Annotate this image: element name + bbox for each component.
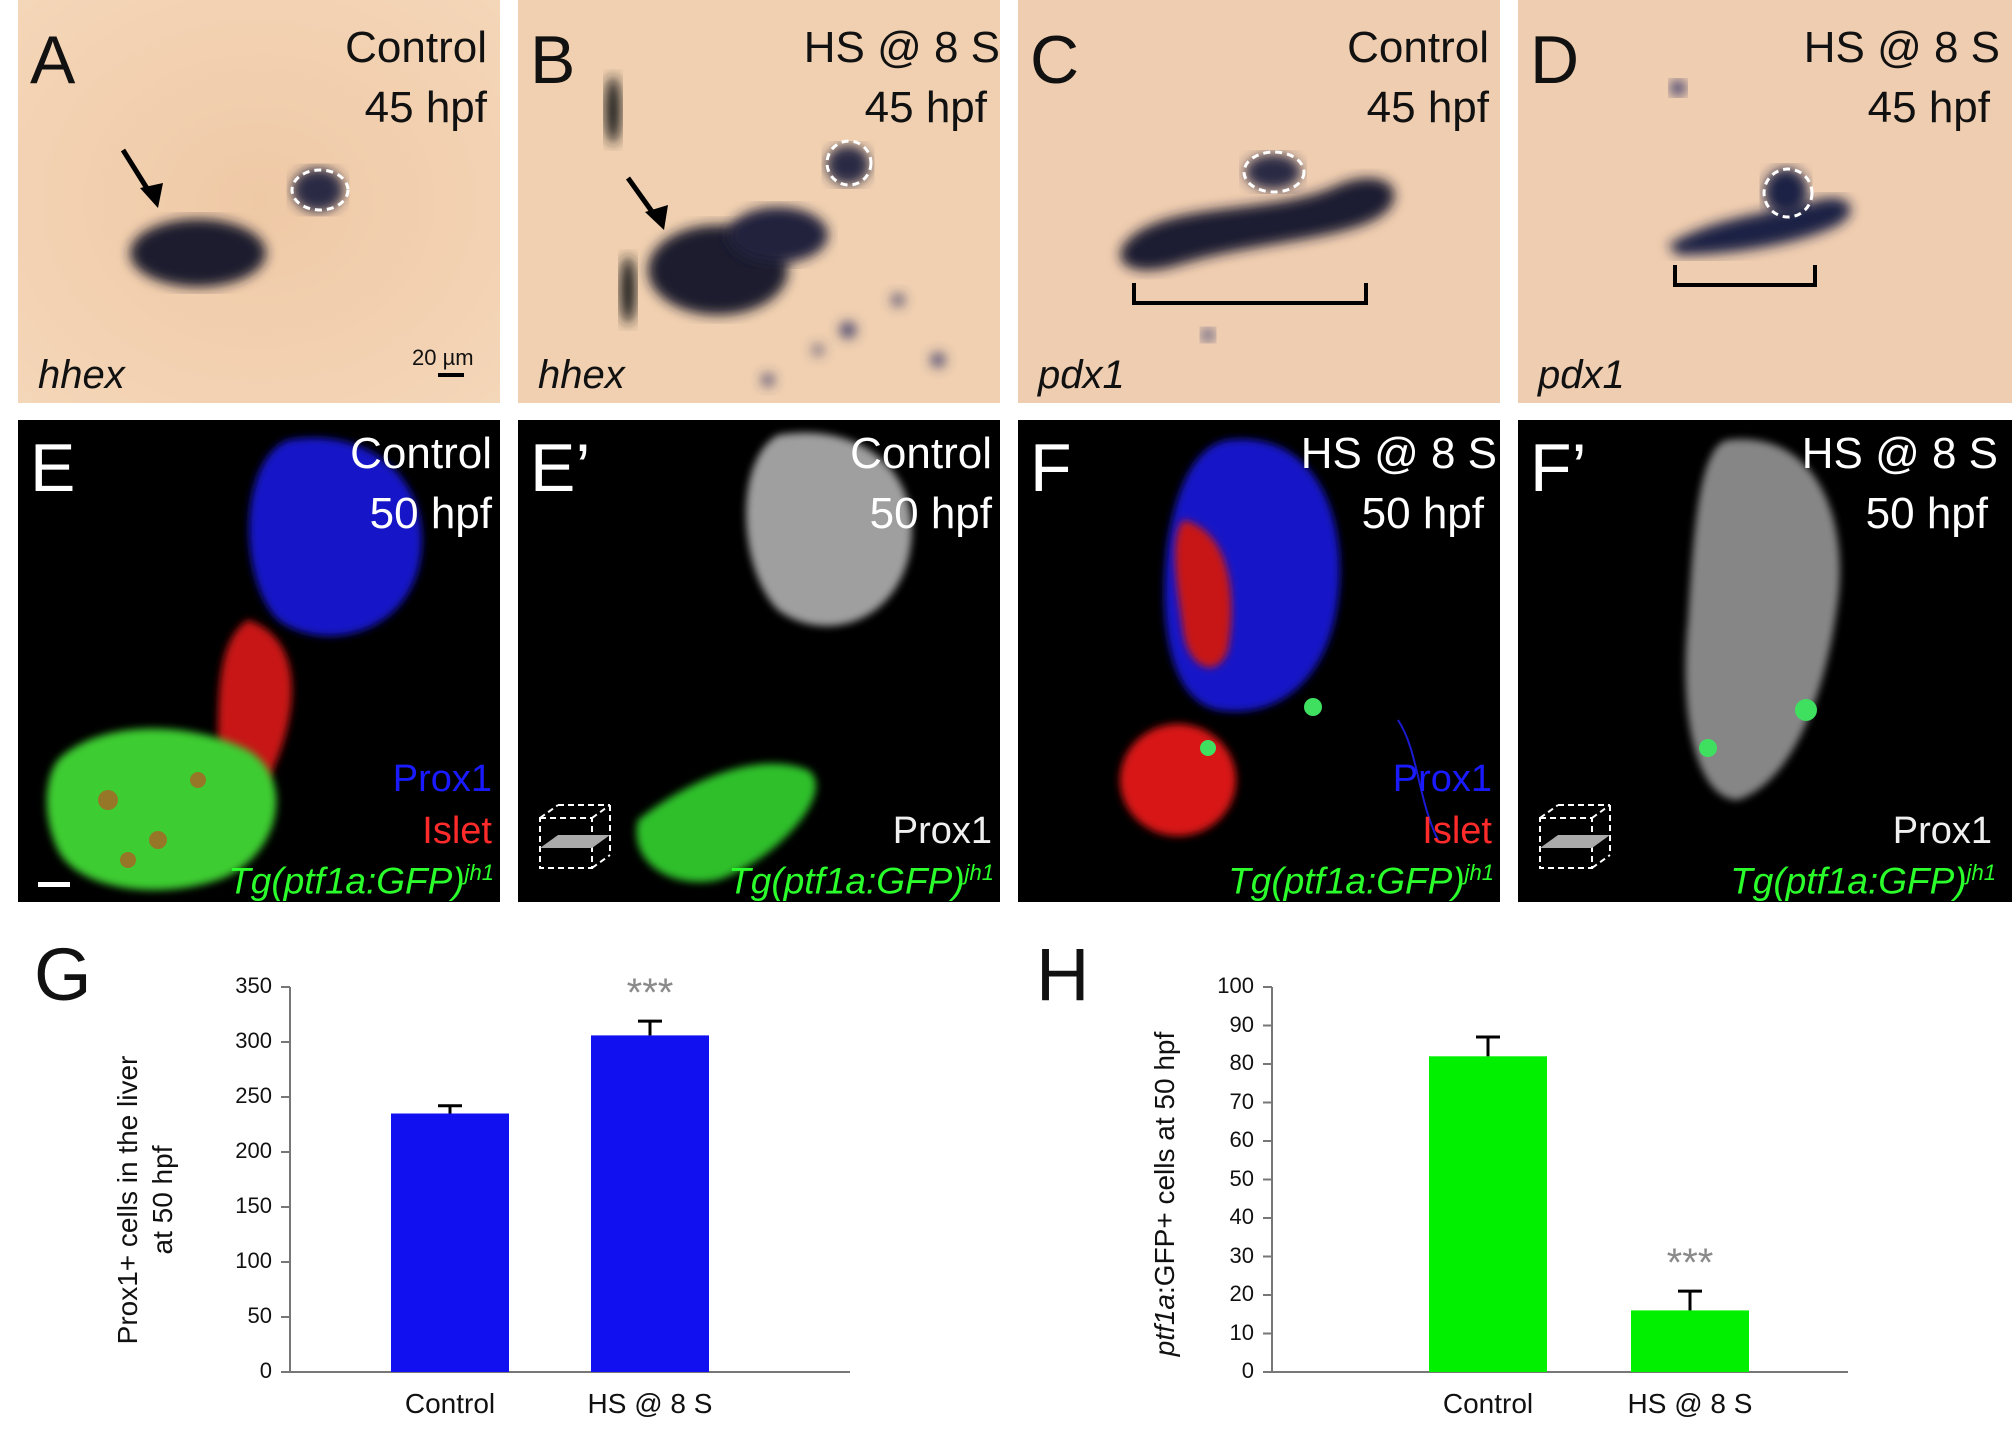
y-tick-label: 100 bbox=[1217, 973, 1254, 998]
condition-label: Control bbox=[345, 23, 487, 72]
panel-e-prime-image bbox=[518, 420, 1000, 902]
islet-cluster bbox=[1120, 724, 1236, 836]
significance-marker: *** bbox=[1666, 1241, 1714, 1286]
panel-b-image bbox=[518, 0, 1000, 403]
stain-label: Prox1 bbox=[892, 810, 992, 852]
y-tick-label: 200 bbox=[235, 1138, 272, 1163]
panel-letter: G bbox=[34, 933, 92, 1016]
x-tick-label: HS @ 8 S bbox=[1627, 1388, 1753, 1419]
panel-c-image bbox=[1018, 0, 1500, 403]
panel-d-image bbox=[1518, 0, 2012, 403]
stage-label: 50 hpf bbox=[869, 489, 992, 538]
significance-marker: *** bbox=[626, 971, 674, 1016]
stage-label: 45 hpf bbox=[864, 83, 987, 132]
gene-label: pdx1 bbox=[1538, 353, 1625, 397]
hhex-liver-signal bbox=[130, 219, 266, 287]
bar bbox=[591, 1035, 709, 1372]
transgene-label: Tg(ptf1a:GFP)jh1 bbox=[228, 860, 494, 902]
panel-letter: C bbox=[1030, 22, 1080, 98]
bar bbox=[1631, 1310, 1749, 1372]
x-tick-label: Control bbox=[1442, 1388, 1534, 1419]
stage-label: 45 hpf bbox=[1366, 83, 1489, 132]
y-tick-label: 50 bbox=[1229, 1165, 1254, 1191]
panel-e-image bbox=[18, 420, 500, 902]
y-tick-label: 90 bbox=[1229, 1011, 1254, 1037]
y-tick-label: 250 bbox=[235, 1083, 272, 1108]
chart-g-ylabel: Prox1+ cells in the liver at 50 hpf bbox=[112, 1055, 178, 1345]
y-tick-label: 350 bbox=[235, 973, 272, 998]
orientation-box-icon bbox=[539, 804, 611, 869]
condition-label: HS @ 8 S bbox=[1803, 23, 2000, 72]
scale-bar-label: 20 µm bbox=[412, 345, 474, 370]
x-tick-label: Control bbox=[404, 1388, 496, 1419]
stage-label: 50 hpf bbox=[369, 489, 492, 538]
y-tick-label: 100 bbox=[235, 1248, 272, 1273]
panel-letter: B bbox=[530, 22, 576, 98]
bar bbox=[1429, 1056, 1547, 1372]
y-tick-label: 20 bbox=[1229, 1281, 1254, 1306]
panel-letter: H bbox=[1036, 933, 1090, 1016]
y-tick-label: 40 bbox=[1229, 1204, 1254, 1229]
panel-letter: E’ bbox=[530, 430, 591, 506]
prox1-liver bbox=[249, 437, 422, 636]
scale-bar bbox=[38, 882, 70, 887]
condition-label: HS @ 8 S bbox=[1300, 429, 1497, 478]
chart-h-ylabel: ptf1a:GFP+ cells at 50 hpf bbox=[1149, 1031, 1180, 1357]
dashed-outline bbox=[290, 168, 350, 212]
condition-label: Control bbox=[350, 429, 492, 478]
gene-label: hhex bbox=[538, 353, 625, 397]
panel-f-image bbox=[1018, 420, 1500, 902]
panel-a-image bbox=[18, 0, 500, 403]
panel-letter: E bbox=[30, 430, 76, 506]
panel-letter: F bbox=[1030, 430, 1072, 506]
transgene-label: Tg(ptf1a:GFP)jh1 bbox=[1228, 860, 1494, 902]
y-tick-label: 70 bbox=[1229, 1088, 1254, 1114]
y-tick-label: 300 bbox=[235, 1028, 272, 1053]
stain-label: Islet bbox=[1422, 810, 1492, 852]
panel-letter: D bbox=[1530, 22, 1580, 98]
gene-label: pdx1 bbox=[1038, 353, 1125, 397]
y-tick-label: 50 bbox=[247, 1303, 272, 1328]
stain-label: Prox1 bbox=[392, 758, 492, 800]
gfp-pancreas bbox=[46, 728, 277, 890]
y-tick-label: 0 bbox=[259, 1358, 272, 1383]
y-tick-label: 60 bbox=[1229, 1127, 1254, 1152]
condition-label: Control bbox=[850, 429, 992, 478]
y-tick-label: 80 bbox=[1229, 1050, 1254, 1075]
condition-label: Control bbox=[1347, 23, 1489, 72]
y-tick-label: 30 bbox=[1229, 1242, 1254, 1268]
panel-f-prime-image bbox=[1518, 420, 2012, 902]
y-tick-label: 0 bbox=[1241, 1358, 1254, 1383]
y-tick-label: 150 bbox=[235, 1193, 272, 1218]
transgene-label: Tg(ptf1a:GFP)jh1 bbox=[1730, 860, 1996, 902]
stain-label: Prox1 bbox=[1392, 758, 1492, 800]
y-tick-label: 10 bbox=[1229, 1319, 1254, 1345]
transgene-label: Tg(ptf1a:GFP)jh1 bbox=[728, 860, 994, 902]
gene-label: hhex bbox=[38, 353, 125, 397]
panel-letter: A bbox=[30, 22, 76, 98]
stage-label: 50 hpf bbox=[1361, 489, 1484, 538]
panel-letter: F’ bbox=[1530, 430, 1587, 506]
stage-label: 45 hpf bbox=[364, 83, 487, 132]
stage-label: 45 hpf bbox=[1867, 83, 1990, 132]
condition-label: HS @ 8 S bbox=[803, 23, 1000, 72]
stage-label: 50 hpf bbox=[1865, 489, 1988, 538]
bracket bbox=[1132, 283, 1368, 305]
x-tick-label: HS @ 8 S bbox=[587, 1388, 713, 1419]
stain-label: Prox1 bbox=[1892, 810, 1992, 852]
stain-label: Islet bbox=[422, 810, 492, 852]
condition-label: HS @ 8 S bbox=[1801, 429, 1998, 478]
scale-bar bbox=[438, 373, 464, 377]
bar bbox=[391, 1113, 509, 1372]
